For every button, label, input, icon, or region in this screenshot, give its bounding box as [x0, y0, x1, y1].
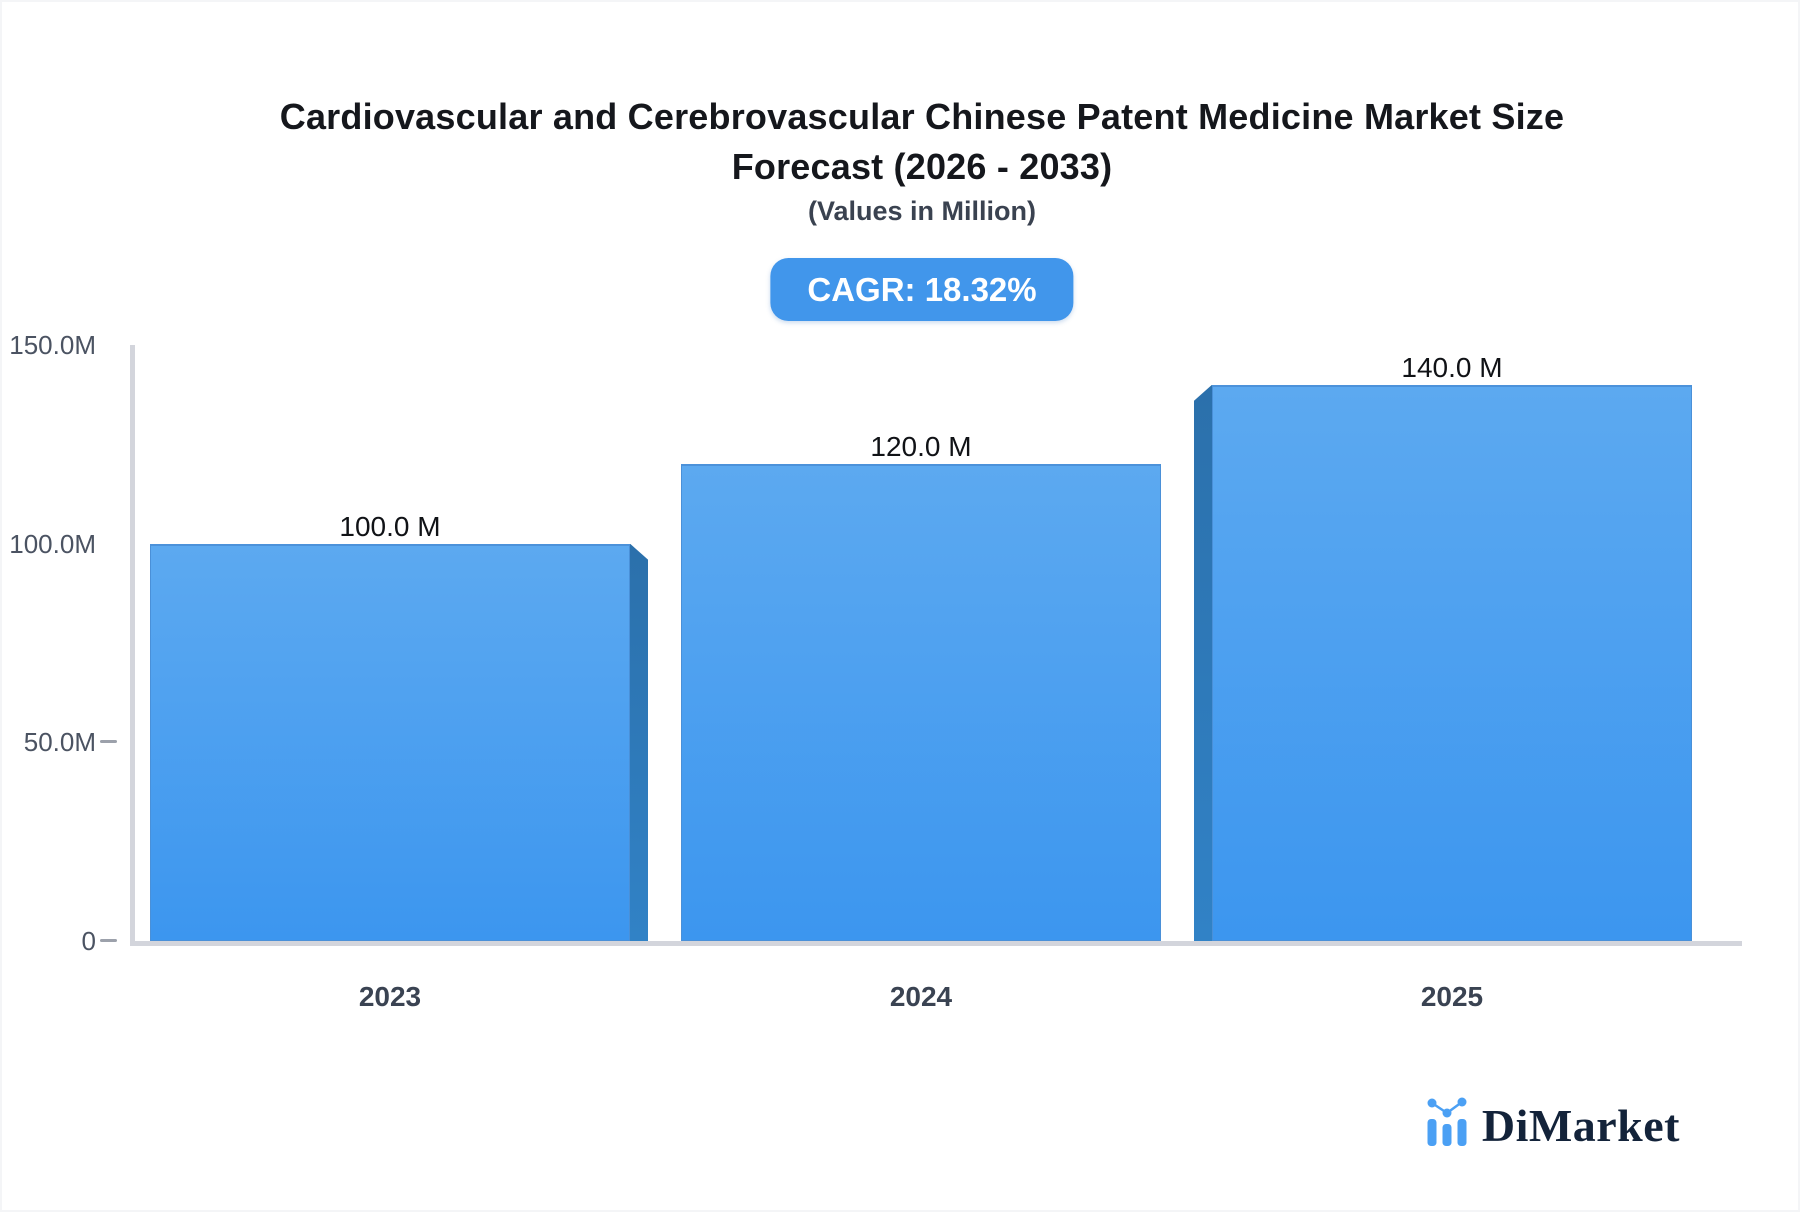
- x-category-label: 2024: [889, 981, 953, 1012]
- mini-bar-line-chart-icon: [1426, 1094, 1470, 1151]
- x-category-label: 2025: [1420, 981, 1484, 1012]
- bar: [150, 543, 630, 941]
- bar-value-label: 140.0 M: [1401, 351, 1503, 383]
- y-tick-label: 50.0M: [23, 727, 96, 758]
- bar: [681, 464, 1161, 941]
- cagr-badge: CAGR: 18.32%: [770, 258, 1074, 321]
- chart-subtitle: (Values in Million): [807, 196, 1037, 226]
- brand-logo-text: DiMarket: [1481, 1100, 1680, 1151]
- y-tick-label: 0: [81, 926, 96, 956]
- bar: [1212, 384, 1692, 941]
- chart-title-line2: Forecast (2026 - 2033): [731, 146, 1113, 187]
- x-axis-line: [130, 941, 1742, 946]
- bar-side-face: [630, 543, 648, 941]
- chart-title-line1: Cardiovascular and Cerebrovascular Chine…: [279, 96, 1565, 137]
- bar-side-face: [1194, 384, 1212, 941]
- y-tick-label: 100.0M: [9, 528, 96, 559]
- bar-value-label: 120.0 M: [870, 431, 972, 463]
- chart-title: Cardiovascular and Cerebrovascular Chine…: [22, 92, 1800, 192]
- brand-logo: DiMarket: [1426, 1094, 1680, 1151]
- y-axis-line: [130, 345, 135, 945]
- x-category-label: 2023: [358, 981, 422, 1012]
- y-tick-label: 150.0M: [9, 330, 96, 360]
- y-tick-dash: [100, 740, 117, 744]
- y-tick-dash: [100, 939, 117, 942]
- bar-value-label: 100.0 M: [339, 510, 441, 542]
